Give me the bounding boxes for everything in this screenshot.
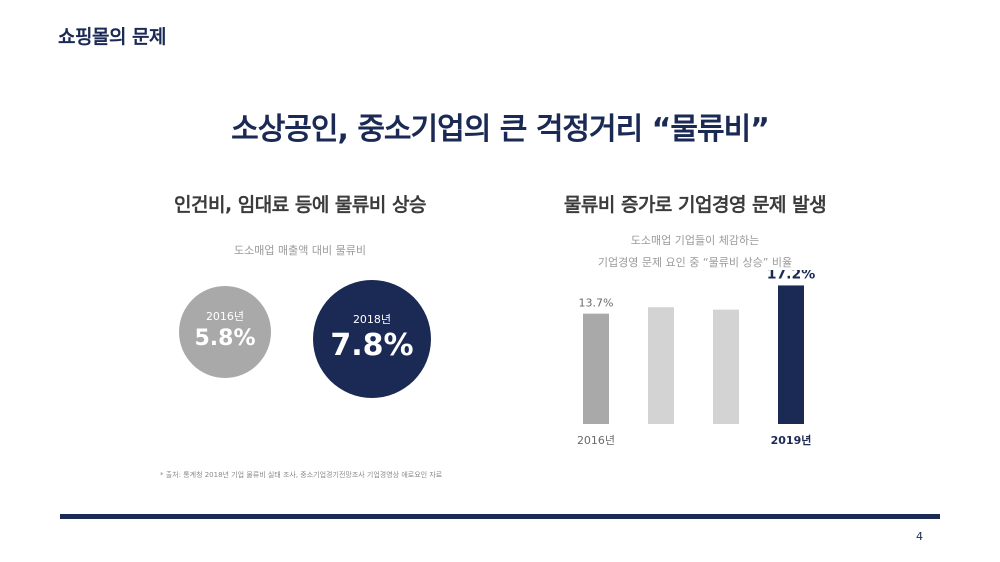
bar-4 [778, 285, 804, 424]
left-section-subtitle: 도소매업 매출액 대비 물류비 [234, 244, 366, 257]
circle-2016: 2016년 5.8% [179, 286, 271, 378]
x-tick-label-4: 2019년 [771, 433, 812, 447]
right-section-title: 물류비 증가로 기업경영 문제 발생 [563, 194, 827, 216]
x-tick-label-1: 2016년 [577, 434, 615, 447]
bar-1-label: 13.7% [579, 297, 614, 310]
right-section-subtitle-line2: 기업경영 문제 요인 중 “물류비 상승” 비율 [597, 256, 793, 269]
page-number: 4 [916, 530, 923, 543]
bar-chart: 13.7% 2016년 17.2% 2019년 [560, 270, 840, 460]
source-note: * 출처: 통계청 2018년 기업 물류비 실태 조사, 중소기업경기전망조사… [160, 471, 443, 479]
slide-main-title: 소상공인, 중소기업의 큰 걱정거리 “물류비” [231, 112, 770, 147]
bar-4-label: 17.2% [767, 270, 816, 282]
bar-2 [648, 307, 674, 424]
right-section-subtitle-line1: 도소매업 기업들이 체감하는 [630, 234, 760, 247]
circle-2016-year: 2016년 [205, 310, 245, 323]
circle-2016-value: 5.8% [194, 326, 256, 351]
circle-2018: 2018년 7.8% [313, 280, 431, 398]
page-header-title: 쇼핑몰의 문제 [58, 26, 167, 48]
bar-1 [583, 313, 609, 424]
circle-2018-year: 2018년 [352, 313, 392, 326]
circle-2018-value: 7.8% [330, 328, 414, 363]
bar-3 [713, 309, 739, 424]
left-section-title: 인건비, 임대료 등에 물류비 상승 [174, 194, 426, 216]
footer-divider [60, 514, 940, 519]
